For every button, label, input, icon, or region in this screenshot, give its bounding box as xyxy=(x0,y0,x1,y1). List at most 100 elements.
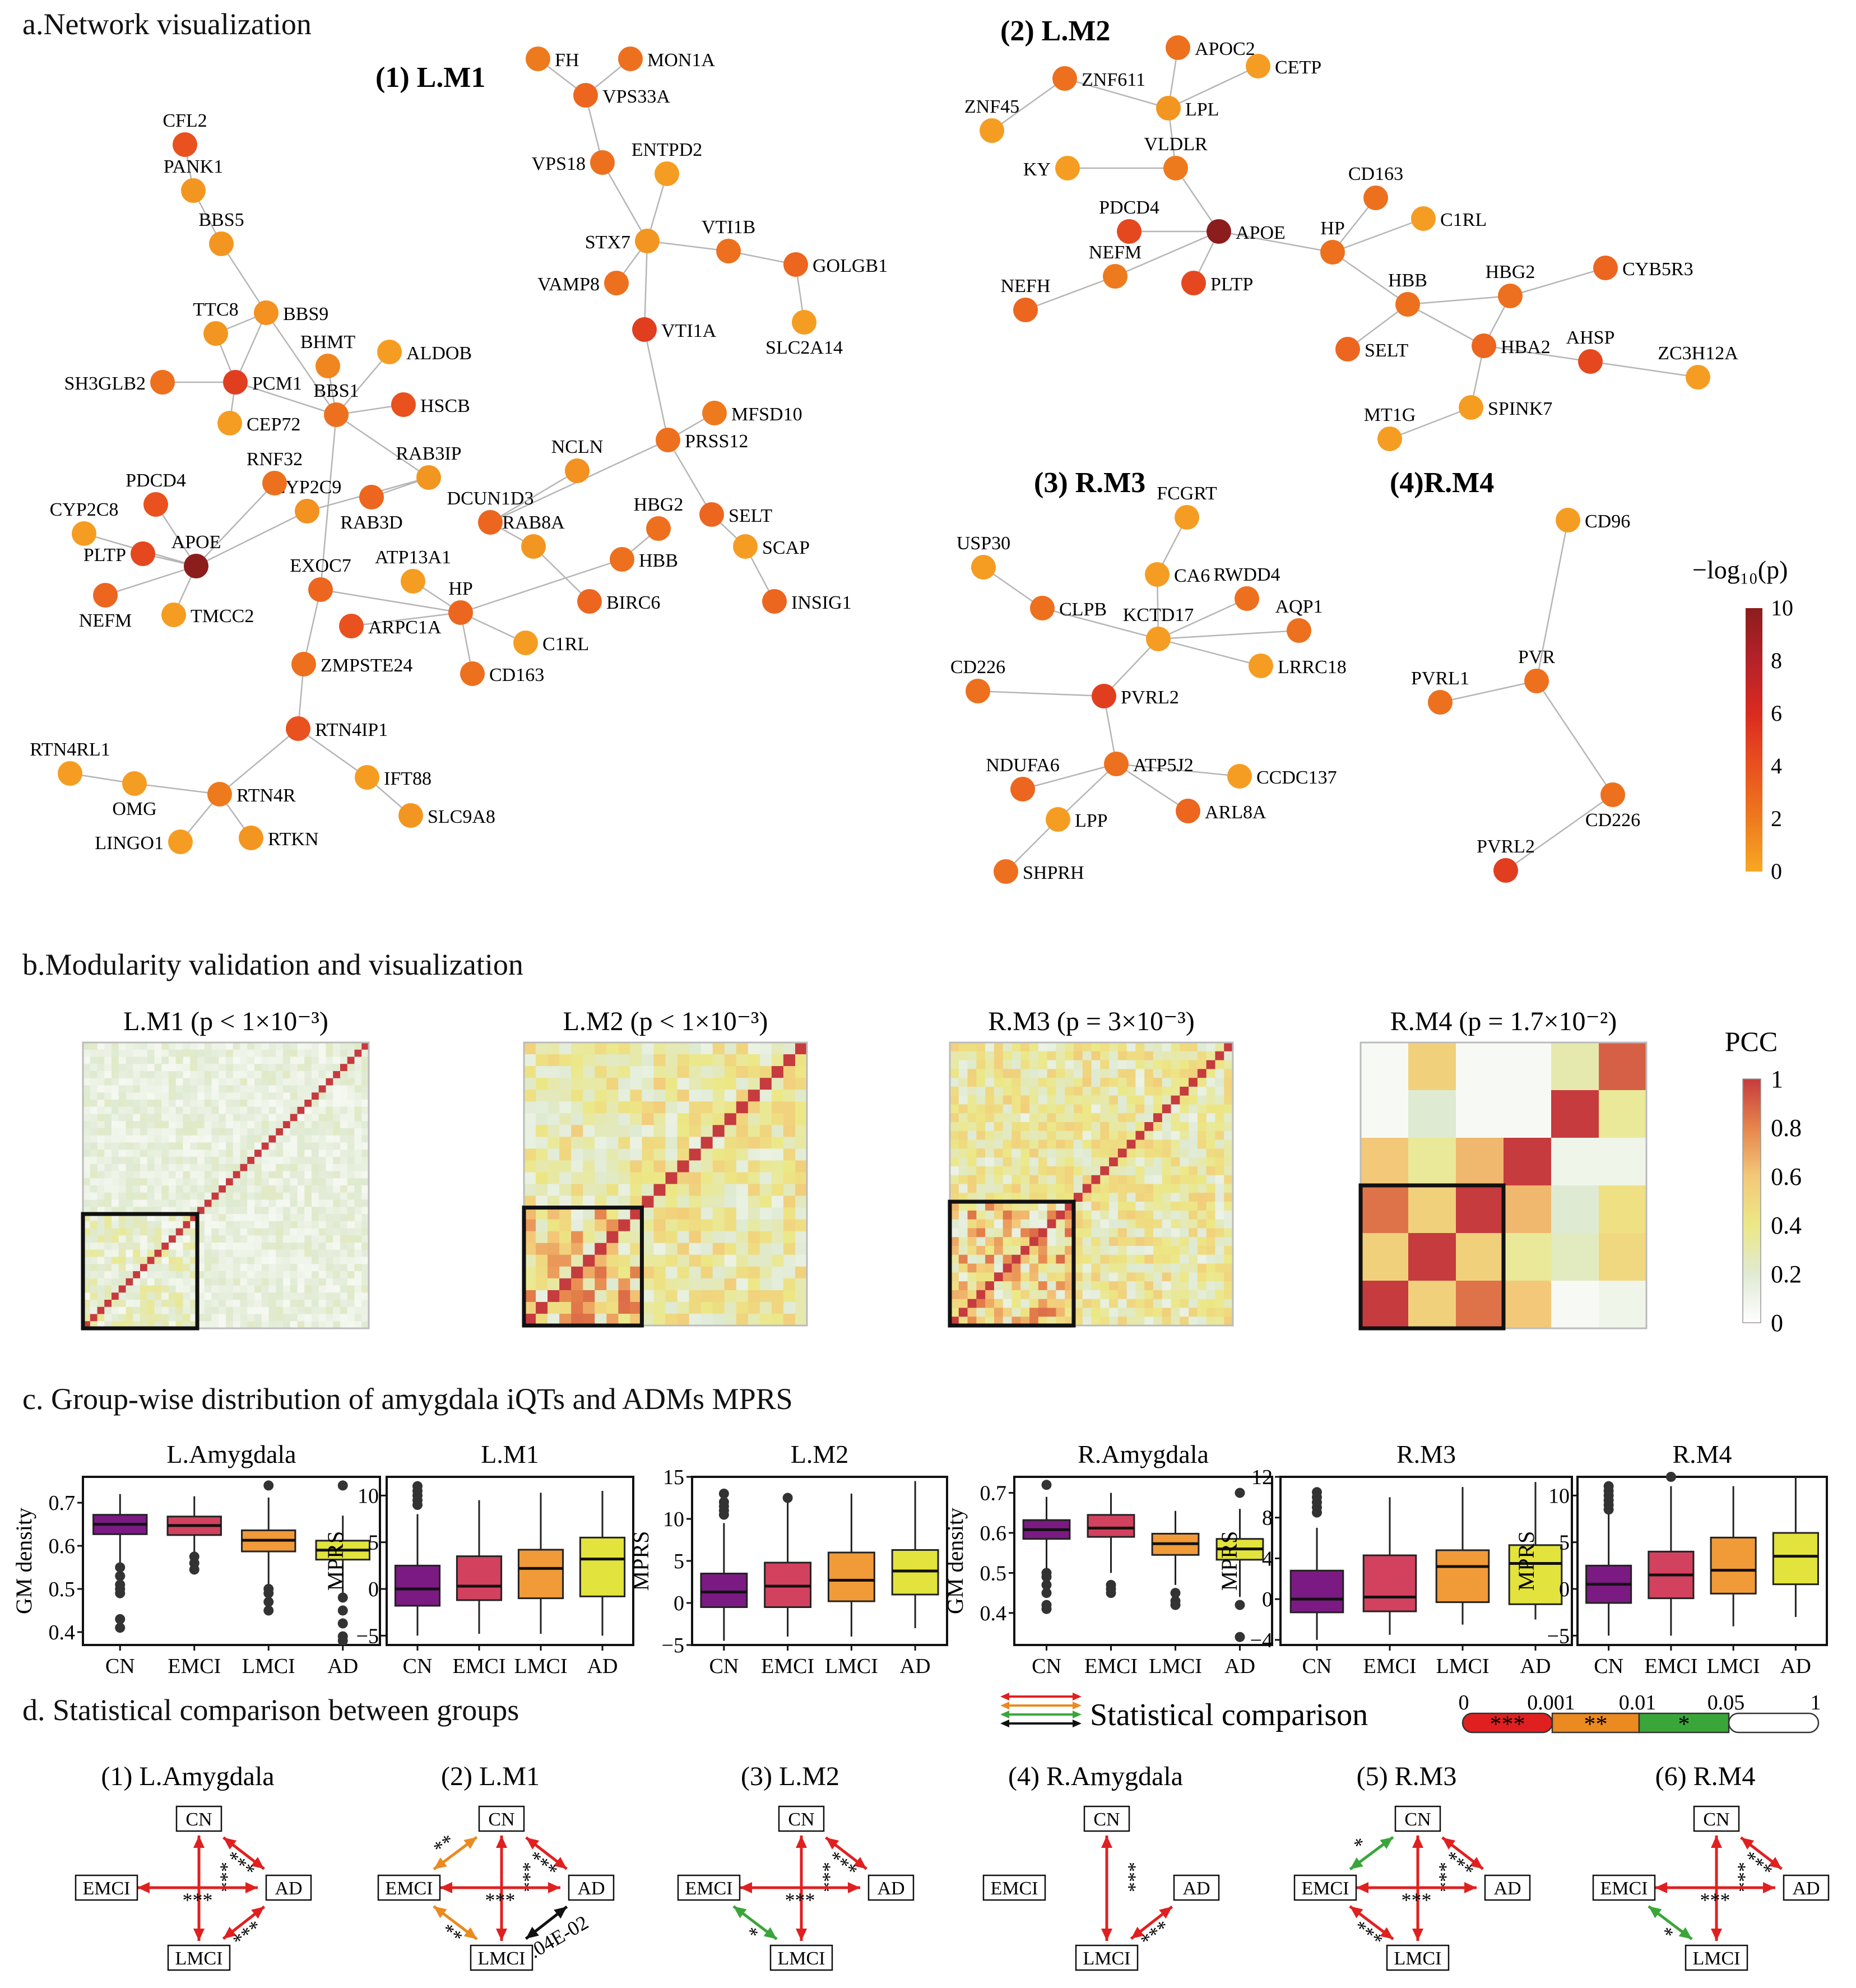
heatmap-cell xyxy=(1126,1078,1136,1087)
heatmap-cell xyxy=(90,1157,98,1165)
heatmap-cell xyxy=(140,1271,148,1279)
heatmap-cell xyxy=(304,1235,312,1243)
network-node xyxy=(377,340,402,364)
heatmap-cell xyxy=(233,1207,240,1215)
heatmap-cell xyxy=(724,1160,737,1173)
heatmap-cell xyxy=(97,1142,105,1150)
heatmap-cell xyxy=(950,1175,959,1184)
heatmap-cell xyxy=(211,1228,219,1236)
heatmap-cell xyxy=(276,1285,284,1293)
heatmap-cell xyxy=(133,1056,141,1064)
heatmap-cell xyxy=(783,1266,796,1279)
heatmap-cell xyxy=(1003,1166,1012,1176)
heatmap-cell xyxy=(795,1078,808,1090)
heatmap-cell xyxy=(1180,1042,1189,1052)
heatmap-cell xyxy=(197,1192,205,1200)
heatmap-cell xyxy=(618,1137,630,1149)
heatmap-cell xyxy=(226,1292,234,1300)
heatmap-cell xyxy=(724,1125,737,1137)
heatmap-cell xyxy=(83,1128,91,1136)
heatmap-cell xyxy=(104,1056,112,1064)
heatmap-cell xyxy=(169,1142,177,1150)
network-edge xyxy=(134,782,220,795)
heatmap-cell xyxy=(161,1228,169,1236)
heatmap-cell xyxy=(304,1207,312,1215)
heatmap-cell xyxy=(147,1221,155,1229)
heatmap-cell xyxy=(1197,1086,1207,1096)
heatmap-cell xyxy=(161,1078,169,1086)
heatmap-cell xyxy=(226,1142,234,1150)
box-outlier xyxy=(263,1597,274,1607)
heatmap-cell xyxy=(283,1207,291,1215)
heatmap-cell xyxy=(1153,1113,1163,1123)
heatmap-cell xyxy=(276,1064,284,1072)
heatmap-cell xyxy=(1082,1210,1092,1220)
heatmap-cell xyxy=(326,1049,333,1057)
heatmap-cell xyxy=(536,1231,548,1244)
heatmap-cell xyxy=(630,1290,642,1303)
heatmap-cell xyxy=(83,1135,91,1143)
heatmap-cell xyxy=(583,1184,595,1197)
heatmap-cell xyxy=(967,1308,977,1317)
boxplot-frame xyxy=(1013,1476,1273,1646)
heatmap-cell xyxy=(783,1301,796,1314)
heatmap-cell xyxy=(304,1128,312,1136)
heatmap-cell xyxy=(1171,1157,1180,1167)
heatmap-cell xyxy=(354,1135,362,1143)
heatmap-cell xyxy=(290,1214,298,1222)
heatmap-cell xyxy=(1011,1263,1021,1273)
comparison-arrowhead xyxy=(1741,1837,1755,1850)
network-title: (3) R.M3 xyxy=(1034,467,1145,499)
heatmap-cell xyxy=(233,1114,240,1122)
heatmap-cell xyxy=(104,1164,112,1171)
heatmap-cell xyxy=(967,1095,977,1105)
heatmap-cell xyxy=(333,1292,341,1300)
heatmap-cell xyxy=(1056,1308,1065,1317)
heatmap-cell xyxy=(677,1266,690,1279)
heatmap-cell xyxy=(169,1121,177,1129)
heatmap-cell xyxy=(347,1135,355,1143)
heatmap-cell xyxy=(665,1254,678,1267)
heatmap-cell xyxy=(254,1285,262,1293)
heatmap-cell xyxy=(1011,1228,1021,1238)
heatmap-cell xyxy=(759,1290,772,1303)
heatmap-cell xyxy=(312,1192,319,1200)
heatmap-cell xyxy=(1020,1175,1030,1184)
box-body xyxy=(827,1551,875,1602)
heatmap-cell xyxy=(642,1195,654,1208)
network-edge xyxy=(667,439,713,515)
heatmap-cell xyxy=(204,1142,212,1150)
heatmap-cell xyxy=(247,1071,255,1079)
heatmap-cell xyxy=(297,1121,305,1129)
heatmap-cell xyxy=(197,1100,205,1107)
heatmap-cell xyxy=(759,1054,772,1067)
heatmap-cell xyxy=(1100,1272,1110,1282)
heatmap-cell xyxy=(290,1100,298,1107)
heatmap-cell xyxy=(571,1172,583,1184)
heatmap-cell xyxy=(976,1219,986,1229)
network-node xyxy=(1227,764,1252,789)
heatmap-cell xyxy=(283,1228,291,1236)
heatmap-cell xyxy=(985,1272,995,1282)
heatmap-cell xyxy=(1206,1317,1215,1326)
heatmap-cell xyxy=(333,1064,341,1072)
network-node-label: MT1G xyxy=(1364,405,1416,425)
heatmap-cell xyxy=(318,1185,326,1193)
comparison-arrowhead xyxy=(1442,1837,1456,1850)
heatmap-cell xyxy=(126,1264,133,1272)
heatmap-cell xyxy=(1171,1104,1180,1114)
heatmap-cell xyxy=(689,1184,702,1197)
heatmap-cell xyxy=(333,1207,341,1215)
heatmap-cell xyxy=(1082,1228,1092,1238)
heatmap-cell xyxy=(1180,1130,1189,1141)
heatmap-cell xyxy=(1100,1175,1110,1184)
heatmap-cell xyxy=(1029,1317,1039,1326)
heatmap-cell xyxy=(147,1100,155,1107)
network-edge xyxy=(647,240,729,252)
heatmap-cell xyxy=(204,1100,212,1107)
heatmap-cell xyxy=(1065,1130,1074,1141)
heatmap-cell xyxy=(967,1042,977,1052)
heatmap-cell xyxy=(83,1056,91,1064)
heatmap-cell xyxy=(950,1237,959,1246)
